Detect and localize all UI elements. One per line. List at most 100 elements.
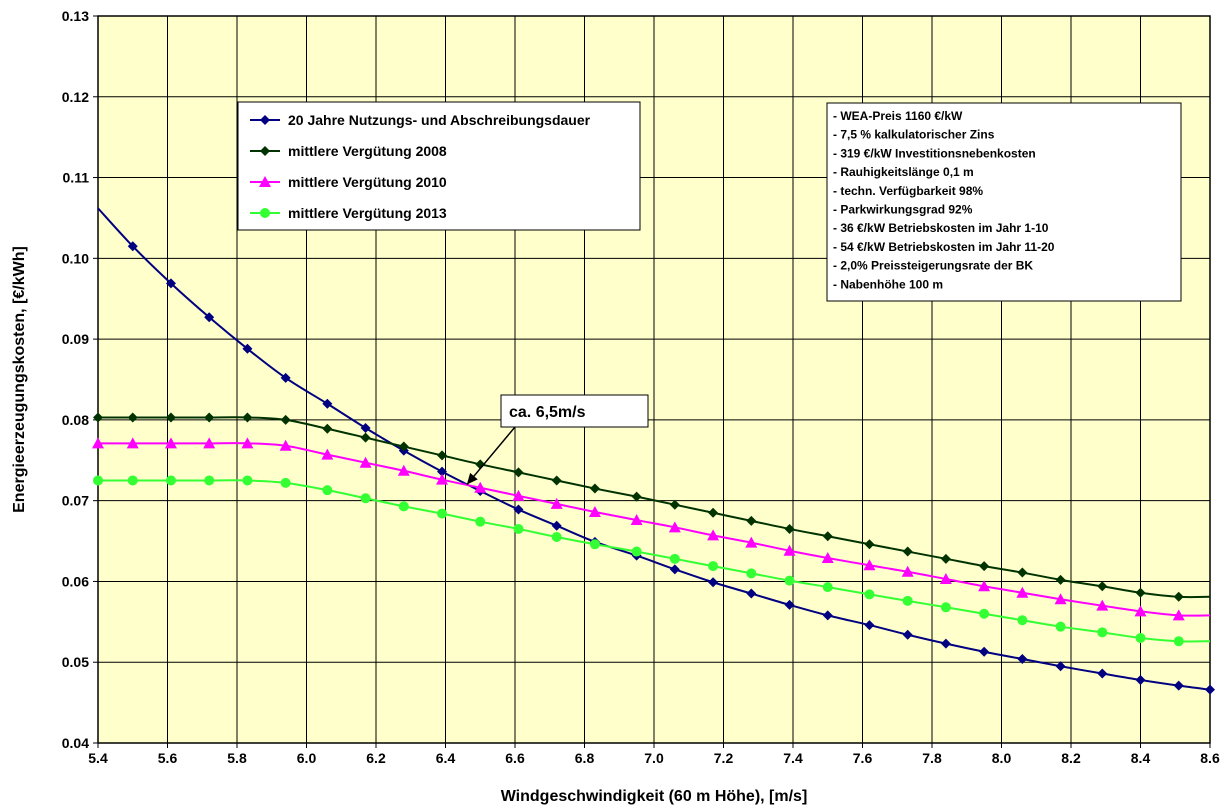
x-tick-label: 7.0: [644, 750, 664, 766]
data-point: [437, 508, 448, 519]
y-tick-label: 0.10: [62, 250, 89, 266]
legend-item-label: mittlere Vergütung 2008: [288, 143, 447, 159]
data-point: [1097, 627, 1108, 638]
annotation-callout: ca. 6,5m/s: [466, 394, 649, 486]
data-point: [669, 553, 680, 564]
data-point: [1135, 587, 1146, 598]
data-point: [784, 523, 795, 534]
data-point: [940, 638, 951, 649]
annotation-box: [500, 394, 649, 428]
data-point: [241, 437, 254, 449]
data-point: [203, 437, 216, 449]
data-point: [630, 514, 643, 526]
data-point: [1135, 674, 1146, 685]
data-point: [589, 483, 600, 494]
data-point: [631, 546, 642, 557]
y-tick-label: 0.11: [63, 170, 90, 186]
data-point: [127, 412, 138, 423]
y-tick-label: 0.06: [62, 573, 89, 589]
legend-item-label: mittlere Vergütung 2013: [288, 205, 447, 221]
data-point: [126, 437, 139, 449]
data-point: [745, 536, 758, 548]
data-point: [280, 477, 291, 488]
data-point: [669, 564, 680, 575]
data-point: [746, 588, 757, 599]
data-point: [901, 565, 914, 577]
y-tick-label: 0.12: [62, 89, 89, 105]
x-tick-label: 8.6: [1200, 750, 1220, 766]
x-tick-label: 7.4: [783, 750, 803, 766]
data-point: [551, 475, 562, 486]
x-tick-label: 6.4: [436, 750, 456, 766]
x-tick-label: 6.2: [366, 750, 386, 766]
series-2: [93, 412, 1211, 602]
data-point: [513, 523, 524, 534]
data-point: [902, 546, 913, 557]
data-point: [1173, 680, 1184, 691]
plot-border: [97, 15, 1211, 744]
data-point: [551, 520, 562, 531]
data-point: [864, 539, 875, 550]
info-box-line: - Rauhigkeitslänge 0,1 m: [833, 165, 974, 179]
data-point: [127, 241, 138, 252]
data-point: [784, 599, 795, 610]
data-point: [242, 343, 253, 354]
data-point: [321, 448, 334, 460]
data-point: [979, 561, 990, 572]
info-box-line: - 319 €/kW Investitionsnebenkosten: [833, 146, 1036, 160]
x-tick-label: 6.6: [505, 750, 525, 766]
series-4: [93, 475, 1211, 647]
y-axis-label: Energieerzeugungskosten, [€/kWh]: [11, 246, 28, 513]
data-point: [822, 582, 833, 593]
legend-item-label: mittlere Vergütung 2010: [288, 174, 447, 190]
data-point: [708, 561, 719, 572]
data-point: [279, 439, 292, 451]
data-point: [551, 532, 562, 543]
data-point: [512, 489, 525, 501]
x-tick-label: 6.8: [575, 750, 595, 766]
x-tick-label: 5.8: [227, 750, 247, 766]
data-point: [1017, 567, 1028, 578]
data-point: [589, 539, 600, 550]
data-point: [92, 437, 104, 449]
data-point: [513, 467, 524, 478]
y-tick-label: 0.07: [62, 493, 89, 509]
data-point: [165, 475, 176, 486]
data-point: [1055, 621, 1066, 632]
data-point: [127, 475, 138, 486]
data-point: [242, 412, 253, 423]
x-tick-label: 5.6: [158, 750, 178, 766]
data-point: [93, 475, 103, 486]
y-tick-label: 0.09: [62, 331, 89, 347]
data-point: [437, 450, 448, 461]
legend-swatch-marker: [260, 208, 270, 218]
data-point: [1172, 609, 1185, 621]
data-point: [1173, 591, 1184, 602]
x-tick-label: 7.8: [922, 750, 942, 766]
data-point: [322, 398, 333, 409]
data-point: [280, 414, 291, 425]
legend-swatch-marker: [259, 176, 271, 187]
info-box-frame: [826, 102, 1182, 302]
data-point: [165, 278, 176, 289]
data-point: [1097, 581, 1108, 592]
annotation-text: ca. 6,5m/s: [509, 404, 586, 421]
info-box-line: - 54 €/kW Betriebskosten im Jahr 11-20: [833, 240, 1055, 254]
data-point: [1096, 599, 1109, 611]
x-tick-label: 8.2: [1061, 750, 1081, 766]
data-point: [1205, 684, 1215, 695]
data-point: [1055, 661, 1066, 672]
x-tick-label: 6.0: [297, 750, 317, 766]
data-point: [165, 412, 176, 423]
x-tick-label: 8.4: [1131, 750, 1151, 766]
data-point: [902, 595, 913, 606]
data-point: [1134, 605, 1147, 617]
data-point: [864, 589, 875, 600]
data-point: [550, 497, 563, 509]
x-tick-label: 7.6: [853, 750, 873, 766]
data-point: [360, 432, 371, 443]
data-point: [322, 485, 333, 496]
data-point: [398, 441, 409, 452]
series-3: [92, 437, 1211, 621]
data-point: [204, 412, 215, 423]
